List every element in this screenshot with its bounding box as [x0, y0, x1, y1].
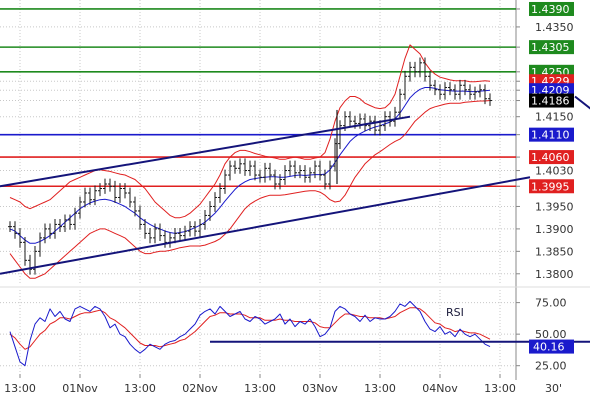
price-tick-label: 1.4350: [535, 21, 574, 34]
rsi-panel: 75.00 50.00 25.00 40.16 RSI: [0, 290, 590, 373]
price-series: [8, 45, 492, 278]
price-tick-label: 1.3950: [535, 200, 574, 213]
main-panel: [0, 0, 590, 380]
price-tick-label: 1.4150: [535, 111, 574, 124]
level-tag: 1.4390: [531, 3, 570, 16]
time-tick-label: 13:00: [484, 382, 516, 395]
time-axis-ticks: 13:00 01Nov 13:00 02Nov 13:00 03Nov 13:00 04Nov…: [4, 374, 516, 395]
time-unit-label: 30': [545, 382, 562, 395]
rsi-signal-line: [10, 308, 490, 350]
level-tag: 1.4060: [531, 151, 570, 164]
rsi-line: [10, 301, 490, 365]
rsi-tick-label: 75.00: [535, 297, 567, 310]
time-tick-label: 13:00: [124, 382, 156, 395]
forecast-path: [575, 49, 590, 112]
price-tick-label: 1.3800: [535, 268, 574, 281]
price-tick-label: 1.3850: [535, 245, 574, 258]
time-axis: 13:00 01Nov 13:00 02Nov 13:00 03Nov 13:00 04Nov…: [4, 374, 562, 395]
price-tick-label: 1.3900: [535, 223, 574, 236]
time-tick-label: 13:00: [244, 382, 276, 395]
price-tag: 1.4186: [531, 95, 570, 108]
level-tag: 1.4110: [531, 129, 570, 142]
rsi-tick-label: 25.00: [535, 360, 567, 373]
channel-upper-line: [0, 117, 410, 187]
horizontal-levels: [0, 9, 516, 186]
price-grid: [0, 0, 590, 380]
time-tick-label: 03Nov: [302, 382, 338, 395]
time-tick-label: 01Nov: [62, 382, 98, 395]
time-tick-label: 13:00: [364, 382, 396, 395]
rsi-value-tag: 40.16: [533, 341, 565, 354]
trend-overlays: [0, 43, 590, 273]
rsi-grid: [0, 290, 516, 372]
rsi-series: [10, 301, 590, 365]
time-tick-label: 13:00: [4, 382, 36, 395]
price-tick-label: 1.4030: [535, 165, 574, 178]
level-tag: 1.4305: [531, 41, 570, 54]
bollinger-upper-line: [10, 45, 490, 218]
rsi-axis-ticks: 75.00 50.00 25.00 40.16: [516, 297, 574, 373]
price-axis: 1.43901.43501.43051.42501.42291.42091.41…: [516, 2, 574, 281]
time-tick-label: 04Nov: [422, 382, 458, 395]
rsi-label: RSI: [446, 306, 464, 319]
level-tag: 1.3995: [531, 180, 570, 193]
time-tick-label: 02Nov: [182, 382, 218, 395]
rsi-tick-label: 50.00: [535, 328, 567, 341]
